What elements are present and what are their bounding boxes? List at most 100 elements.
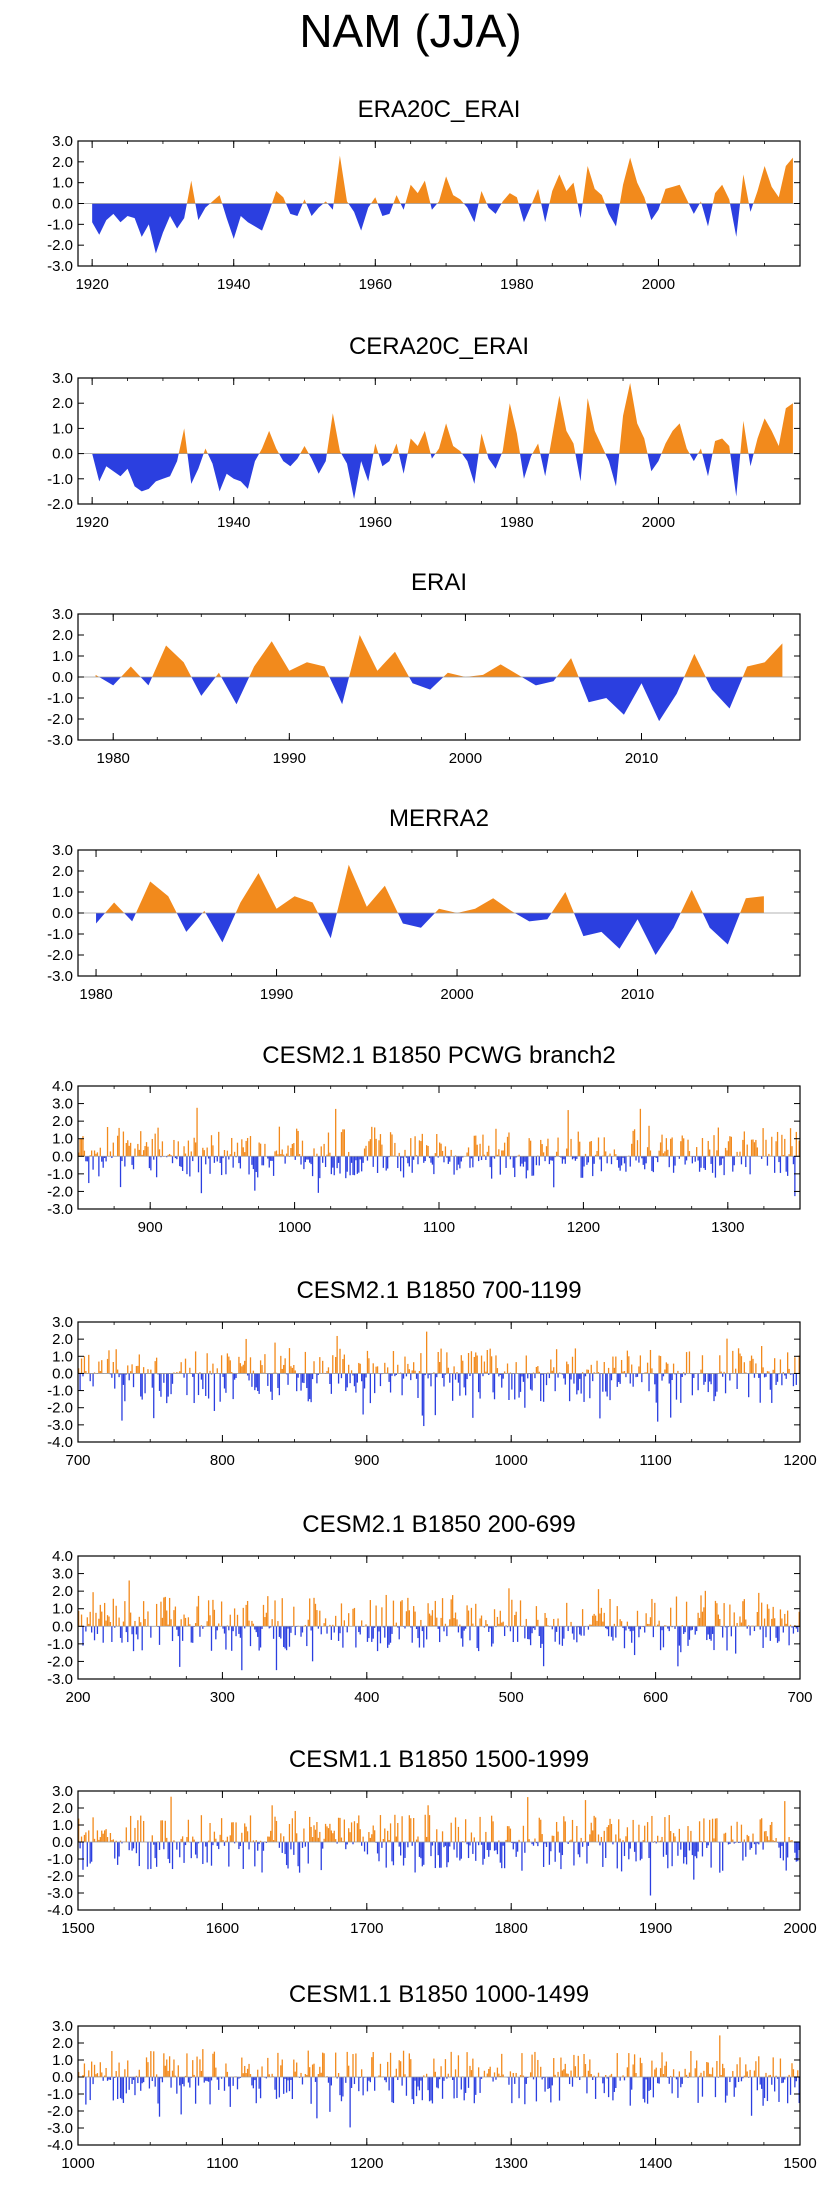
year-bar (166, 1156, 168, 1158)
year-bar (696, 1147, 698, 1157)
year-bar (267, 1596, 269, 1627)
year-bar (285, 1626, 288, 1651)
year-bar (657, 2077, 659, 2084)
chart-panel-5: CESM2.1 B1850 PCWG branch24.03.02.01.00.… (47, 1042, 801, 1236)
year-bar (316, 1610, 318, 1627)
year-bar (766, 1836, 769, 1842)
year-bar (532, 1626, 535, 1629)
year-bar (310, 1156, 312, 1165)
year-bar (722, 1842, 724, 1871)
x-tick-label: 2010 (625, 750, 658, 767)
year-bar (257, 1626, 259, 1637)
year-bar (225, 2063, 227, 2077)
year-bar (544, 1156, 546, 1162)
year-bar (402, 1373, 405, 1379)
year-bar (704, 1590, 706, 1627)
year-bar (418, 1842, 421, 1857)
year-bar (314, 1829, 317, 1842)
year-bar (92, 1156, 94, 1170)
negative-area (96, 913, 764, 955)
year-bar (109, 1833, 112, 1842)
year-bar (414, 1370, 416, 1374)
year-bar (680, 1626, 682, 1653)
year-bar (324, 1156, 327, 1167)
year-bar (102, 1626, 104, 1643)
year-bar (473, 1135, 475, 1157)
year-bar (446, 1156, 448, 1158)
year-bar (452, 1595, 454, 1627)
year-bar (173, 1372, 175, 1374)
year-bar (664, 2065, 666, 2077)
year-bar (798, 1842, 800, 1851)
year-bar (434, 1842, 436, 1869)
year-bar (78, 1818, 80, 1842)
y-tick-label: -3.0 (47, 1201, 73, 1218)
year-bar (244, 2065, 246, 2077)
year-bar (254, 1626, 256, 1630)
year-bar (171, 2070, 174, 2077)
year-bar (795, 1373, 797, 1385)
year-bar (194, 1142, 197, 1157)
year-bar (479, 1143, 481, 1157)
chart-title: ERAI (411, 569, 467, 596)
year-bar (488, 1626, 490, 1632)
year-bar (781, 1134, 783, 1157)
year-bar (467, 1610, 470, 1627)
year-bar (322, 1360, 324, 1374)
year-bar (124, 1373, 126, 1402)
x-tick-label: 2000 (783, 1920, 816, 1937)
year-bar (215, 1838, 217, 1842)
year-bar (411, 1842, 413, 1846)
year-bar (180, 1362, 182, 1374)
year-bar (638, 1626, 640, 1638)
year-bar (324, 1823, 327, 1842)
year-bar (86, 1617, 88, 1627)
x-tick-label: 1200 (350, 2155, 383, 2172)
year-bar (255, 1373, 257, 1388)
year-bar (541, 1144, 543, 1157)
year-bar (346, 1842, 348, 1845)
year-bar (93, 1372, 96, 1374)
year-bar (332, 1833, 334, 1842)
year-bar (644, 1372, 646, 1374)
year-bar (661, 1373, 663, 1381)
year-bar (798, 2077, 800, 2104)
x-tick-label: 1980 (97, 750, 130, 767)
year-bar (167, 1624, 169, 1627)
year-bar (330, 1373, 332, 1394)
year-bar (599, 1156, 601, 1160)
year-bar (209, 1156, 211, 1174)
year-bar (566, 1602, 568, 1627)
year-bar (326, 1826, 328, 1842)
year-bar (98, 1361, 100, 1374)
year-bar (181, 1156, 184, 1171)
year-bar (235, 1822, 237, 1842)
year-bar (694, 1156, 696, 1162)
year-bar (469, 1156, 471, 1168)
year-bar (88, 1354, 90, 1374)
year-bar (238, 2077, 240, 2079)
y-tick-label: 3.0 (52, 133, 73, 150)
year-bar (633, 1626, 636, 1656)
year-bar (658, 1355, 660, 1374)
year-bar (102, 1156, 104, 1168)
year-bar (168, 1153, 171, 1157)
year-bar (147, 1611, 149, 1627)
year-bar (78, 1152, 80, 1157)
year-bar (724, 1147, 727, 1157)
year-bar (304, 1842, 307, 1847)
year-bar (431, 1610, 434, 1627)
year-bar (658, 1620, 660, 1627)
year-bar (589, 1373, 591, 1399)
year-bar (792, 1373, 795, 1387)
year-bar (619, 1156, 621, 1171)
year-bar (353, 2077, 356, 2085)
year-bar (466, 2052, 468, 2077)
year-bar (170, 1619, 172, 1627)
year-bar (200, 1156, 203, 1194)
year-bar (638, 1156, 640, 1163)
year-bar (366, 1156, 369, 1161)
year-bar (511, 1599, 513, 1627)
year-bar (531, 1842, 533, 1845)
